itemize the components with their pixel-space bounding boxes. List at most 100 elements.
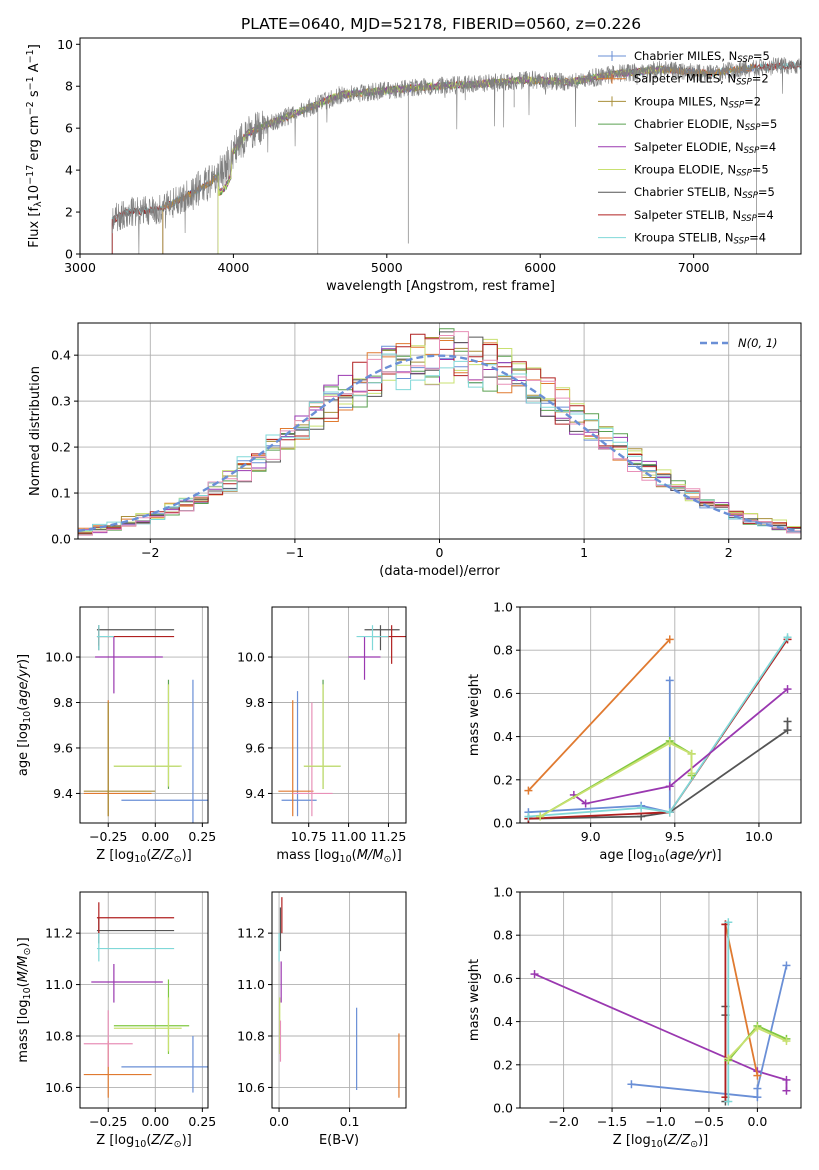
weight_vs_Z-frame bbox=[519, 891, 802, 1109]
errorbar-chabrier_stelib bbox=[364, 625, 400, 651]
y-tick-label: 10.8 bbox=[237, 1029, 265, 1044]
errorbar-green_bright bbox=[113, 979, 190, 1054]
age_vs_Z-y-axis-label: age [log10(age/yr)] bbox=[16, 654, 33, 776]
y-tick-label: 9.4 bbox=[53, 786, 73, 801]
legend-label: Kroupa MILES, NSSP=2 bbox=[634, 94, 761, 110]
y-tick-label: 1.0 bbox=[493, 885, 513, 900]
errorbar-pink bbox=[83, 1010, 133, 1067]
residuals-x-axis-label: (data-model)/error bbox=[379, 564, 500, 579]
y-tick-label: 2 bbox=[65, 205, 73, 220]
mass_vs_Z-x-axis-label: Z [log10(Z/Z⊙)] bbox=[96, 1133, 191, 1150]
y-tick-label: 0.2 bbox=[51, 440, 71, 455]
y-tick-label: 11.2 bbox=[45, 926, 73, 941]
x-tick-label: 0.1 bbox=[340, 1114, 360, 1129]
weight_vs_Z-y-axis-label: mass weight bbox=[467, 959, 482, 1041]
x-tick-label: 2 bbox=[725, 545, 733, 560]
residuals-plot-area bbox=[78, 328, 801, 536]
weight_vs_age-plot-area bbox=[524, 633, 792, 823]
spectrum-axes: 3000 4000 5000 6000 7000 0 2 4 6 8 10 bbox=[57, 37, 709, 275]
y-tick-label: 0.2 bbox=[493, 772, 513, 787]
observed-spectrum bbox=[111, 57, 801, 254]
y-tick-label: 9.8 bbox=[245, 695, 265, 710]
weight_vs_Z-axes: −2.0 −1.5 −1.0 −0.5 0.0 0.0 0.2 0.4 0.6 0.8 1.0 bbox=[493, 885, 801, 1129]
x-tick-label: −2.0 bbox=[548, 1114, 578, 1129]
x-tick-label: 10.75 bbox=[291, 829, 327, 844]
y-tick-label: 0.0 bbox=[493, 1101, 513, 1116]
weight-series-salpeter_stelib bbox=[524, 635, 792, 823]
y-tick-label: 0.2 bbox=[493, 1057, 513, 1072]
legend-label: Kroupa STELIB, NSSP=4 bbox=[634, 231, 766, 247]
errorbar-salpeter_elodie bbox=[95, 636, 163, 694]
y-tick-label: 10 bbox=[57, 37, 73, 52]
y-tick-label: 9.8 bbox=[53, 695, 73, 710]
x-tick-label: 0.25 bbox=[188, 829, 216, 844]
weight-series-salpeter_miles bbox=[524, 635, 674, 795]
x-tick-label: 0.0 bbox=[269, 1114, 289, 1129]
weight_vs_Z-x-axis-label: Z [log10(Z/Z⊙)] bbox=[613, 1133, 708, 1150]
errorbar-kroupa_elodie bbox=[303, 684, 341, 789]
weight-series-salpeter_elodie bbox=[569, 685, 792, 808]
x-tick-label: −2 bbox=[141, 545, 159, 560]
x-tick-label: −1.0 bbox=[645, 1114, 675, 1129]
age_vs_mass-frame bbox=[271, 606, 407, 824]
legend-label: Kroupa ELODIE, NSSP=5 bbox=[634, 163, 769, 179]
mass_vs_Z-axes: −0.25 0.00 0.25 10.6 10.8 11.0 11.2 bbox=[45, 892, 216, 1129]
y-tick-label: 9.6 bbox=[53, 740, 73, 755]
weight-series-kroupa_stelib bbox=[524, 633, 792, 821]
errorbar-kroupa_stelib bbox=[96, 933, 175, 962]
y-tick-label: 0.3 bbox=[51, 394, 71, 409]
y-tick-label: 11.2 bbox=[237, 926, 265, 941]
weight_vs_age-frame bbox=[519, 606, 802, 824]
weight-series-kroupa_elodie bbox=[724, 1024, 791, 1063]
legend-label: Chabrier ELODIE, NSSP=5 bbox=[634, 117, 777, 133]
mass_vs_EBV-frame bbox=[271, 891, 407, 1109]
errorbar-chabrier_miles bbox=[121, 1036, 208, 1093]
spectrum-plot-area bbox=[111, 57, 801, 254]
x-tick-label: 10.0 bbox=[745, 829, 773, 844]
residuals-y-axis-label: Normed distribution bbox=[28, 366, 43, 496]
errorbar-salpeter_miles bbox=[278, 700, 314, 817]
weight-series-chabrier_miles bbox=[524, 676, 674, 817]
x-tick-label: −1 bbox=[286, 545, 304, 560]
mass_vs_EBV-x-axis-label: E(B-V) bbox=[319, 1133, 359, 1148]
errorbar-kroupa_miles bbox=[83, 702, 156, 817]
spectrum-legend: Chabrier MILES, NSSP=5 Salpeter MILES, NS… bbox=[598, 49, 777, 247]
legend-label: Salpeter ELODIE, NSSP=4 bbox=[634, 140, 776, 156]
y-tick-label: 0.4 bbox=[51, 348, 71, 363]
errorbar-salpeter_stelib bbox=[372, 625, 406, 664]
y-tick-label: 11.0 bbox=[45, 977, 73, 992]
errorbar-kroupa_stelib bbox=[96, 625, 114, 651]
errorbar-kroupa_stelib bbox=[356, 625, 389, 651]
weight_vs_Z-plot-area bbox=[530, 918, 791, 1106]
model-spectrum-salpeter_elodie bbox=[217, 65, 663, 254]
y-tick-label: 9.4 bbox=[245, 786, 265, 801]
weight-series-chabrier_miles bbox=[627, 961, 791, 1102]
y-tick-label: 0.6 bbox=[493, 686, 513, 701]
y-tick-label: 4 bbox=[65, 163, 73, 178]
y-tick-label: 0.6 bbox=[493, 971, 513, 986]
weight_vs_age-x-axis-label: age [log10(age/yr)] bbox=[599, 848, 721, 865]
model-spectrum-salpeter_miles bbox=[162, 63, 755, 254]
x-tick-label: 11.00 bbox=[331, 829, 367, 844]
figure-title: PLATE=0640, MJD=52178, FIBERID=0560, z=0… bbox=[241, 15, 641, 33]
gaussian-curve bbox=[78, 354, 799, 533]
weight-series-kroupa_elodie bbox=[536, 739, 696, 821]
legend-label: Chabrier MILES, NSSP=5 bbox=[634, 49, 770, 65]
weight_vs_age-axes: 9.0 9.5 10.0 0.0 0.2 0.4 0.6 0.8 1.0 bbox=[493, 600, 801, 844]
y-tick-label: 10.0 bbox=[237, 650, 265, 665]
age_vs_mass-plot-area bbox=[278, 625, 406, 817]
x-tick-label: −1.5 bbox=[597, 1114, 627, 1129]
age_vs_Z-x-axis-label: Z [log10(Z/Z⊙)] bbox=[96, 848, 191, 865]
y-tick-label: 10.6 bbox=[237, 1080, 265, 1095]
y-tick-label: 0.1 bbox=[51, 486, 71, 501]
x-tick-label: 0.25 bbox=[188, 1114, 216, 1129]
y-tick-label: 9.6 bbox=[245, 740, 265, 755]
x-tick-label: 4000 bbox=[217, 260, 249, 275]
errorbar-kroupa_elodie bbox=[113, 684, 182, 787]
age_vs_Z-plot-area bbox=[83, 625, 208, 823]
errorbar-salpeter_elodie bbox=[348, 636, 381, 680]
legend-label: Salpeter STELIB, NSSP=4 bbox=[634, 208, 774, 224]
weight_vs_age-y-axis-label: mass weight bbox=[467, 674, 482, 756]
x-tick-label: 6000 bbox=[524, 260, 556, 275]
residuals-axes: −2 −1 0 1 2 0.0 0.1 0.2 0.3 0.4 bbox=[51, 323, 801, 560]
